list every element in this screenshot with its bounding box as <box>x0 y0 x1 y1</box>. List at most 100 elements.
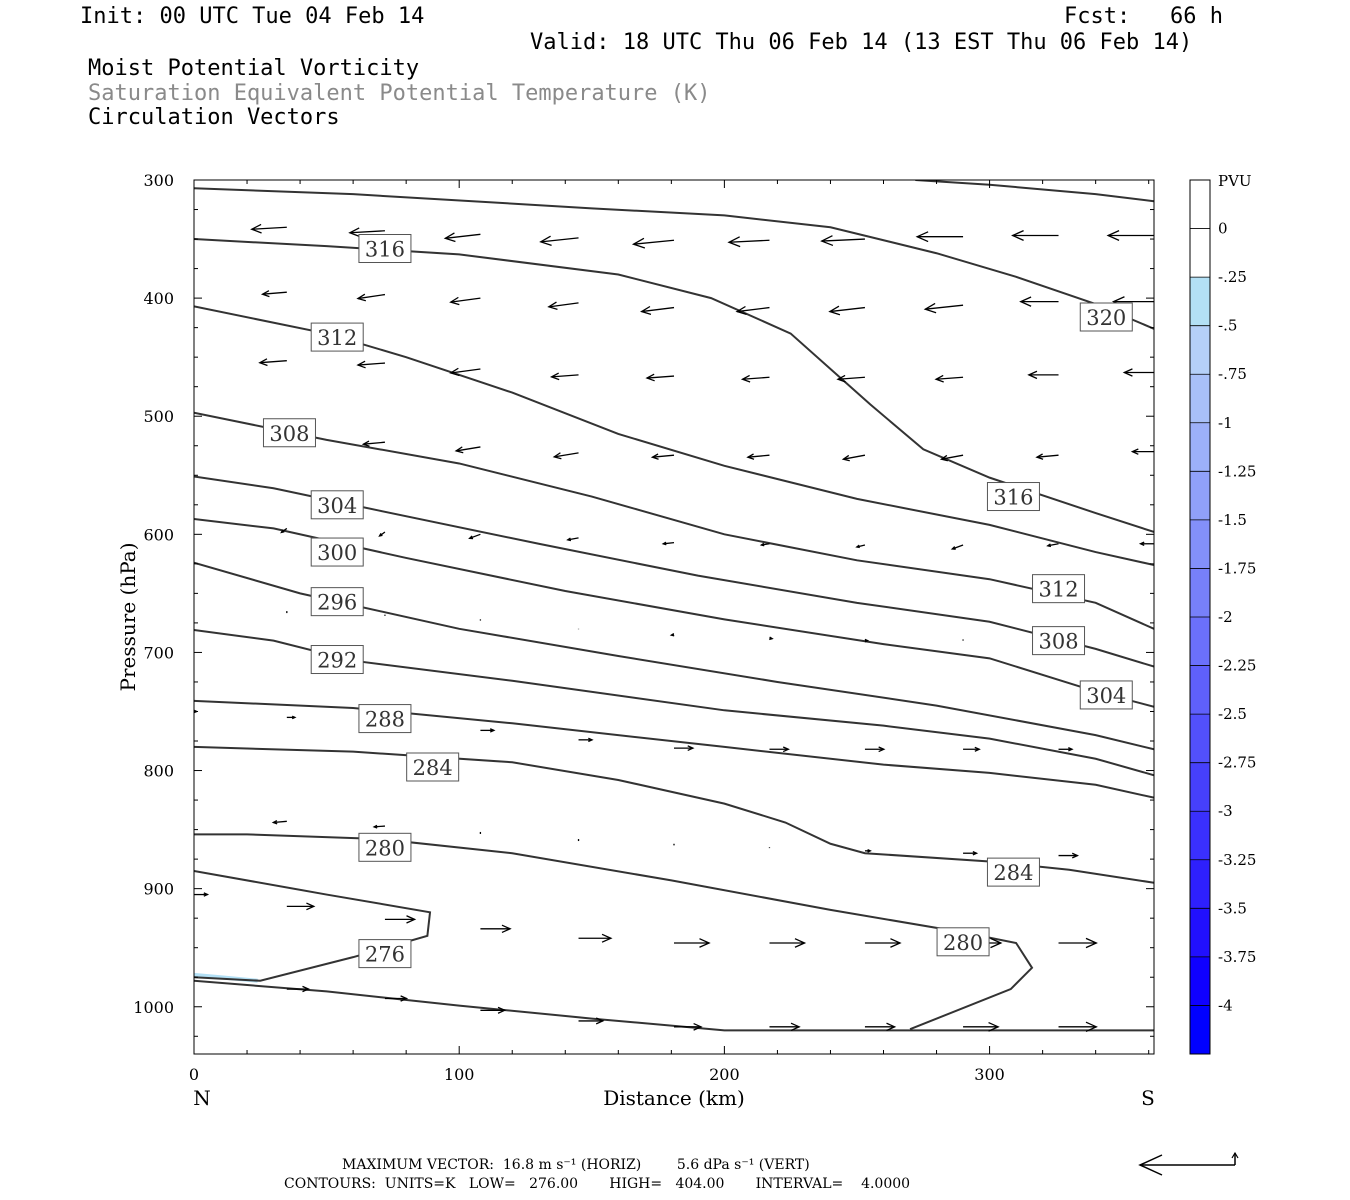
colorbar-swatch <box>1190 811 1210 860</box>
wind-vector <box>1058 747 1074 752</box>
wind-vector <box>286 715 297 720</box>
colorbar-swatch <box>1190 859 1210 909</box>
wind-vector <box>280 527 288 534</box>
wind-vector <box>286 902 316 911</box>
wind-vector <box>1027 370 1059 380</box>
wind-vector <box>480 924 512 934</box>
wind-vector <box>372 824 385 829</box>
colorbar-swatch <box>1190 228 1210 278</box>
wind-vector <box>443 232 481 243</box>
wind-vector <box>820 235 865 247</box>
wind-vector <box>669 632 675 637</box>
wind-vector <box>963 1021 1000 1032</box>
colorbar-swatch <box>1190 374 1210 423</box>
wind-vector <box>578 737 594 743</box>
wind-vector <box>674 1022 703 1031</box>
wind-vector <box>864 746 886 753</box>
wind-vector <box>950 544 964 550</box>
wind-vector <box>640 305 675 316</box>
colorbar-title: PVU <box>1218 172 1252 190</box>
colorbar-swatch <box>1190 519 1210 569</box>
colorbar-swatch <box>1190 762 1210 812</box>
contour-label: 300 <box>310 537 364 567</box>
wind-vector <box>769 746 790 753</box>
wind-vector <box>674 938 711 948</box>
wind-vector <box>454 446 481 454</box>
wind-vector <box>661 541 675 546</box>
contour-label-text: 308 <box>1038 630 1078 654</box>
colorbar: 0 -.25 -.5 -.75 -1 -1.25 -1.5 -1.75 -2 -2.25 -2.5 -… <box>1189 179 1256 1055</box>
colorbar-label: -3.25 <box>1218 851 1256 869</box>
contour-labels: 316 320 312 308 316 304 300 312 296 308 292 304 288 2… <box>262 234 1133 969</box>
wind-vector <box>864 1022 897 1032</box>
wind-vector <box>356 293 386 302</box>
wind-vector <box>735 305 770 316</box>
wind-vector <box>566 537 579 542</box>
y-tick-label: 700 <box>143 643 174 662</box>
y-tick-label: 800 <box>143 762 174 781</box>
contour-276 <box>194 869 432 982</box>
wind-vector <box>480 1006 507 1014</box>
wind-vector <box>250 223 287 234</box>
valid-time: Valid: 18 UTC Thu 06 Feb 14 (13 EST Thu … <box>530 30 1193 55</box>
contour-label-text: 280 <box>943 931 983 955</box>
wind-vector <box>1122 368 1154 377</box>
wind-vector <box>1019 296 1059 307</box>
contour-312 <box>194 305 1154 567</box>
wind-vector <box>449 296 481 306</box>
wind-vector <box>384 915 417 924</box>
contour-label: 280 <box>936 927 990 957</box>
y-tick-label: 300 <box>143 171 174 190</box>
contour-label-text: 300 <box>317 541 357 565</box>
contour-320 <box>194 187 1154 330</box>
colorbar-label: -3.5 <box>1218 899 1247 917</box>
contour-288 <box>194 699 1154 799</box>
wind-vector <box>468 533 481 540</box>
contour-label: 292 <box>310 645 364 675</box>
contour-label-text: 312 <box>317 326 357 350</box>
x-tick-label: 100 <box>444 1065 475 1084</box>
wind-vector <box>348 227 385 238</box>
wind-vector <box>963 850 979 856</box>
wind-vector <box>645 373 675 382</box>
colorbar-swatch <box>1190 180 1210 229</box>
title-vectors: Circulation Vectors <box>88 105 340 130</box>
contour-label-text: 308 <box>269 422 309 446</box>
wind-vector <box>384 995 409 1002</box>
wind-vector <box>547 301 579 310</box>
wind-vector <box>271 819 287 825</box>
contour-label-text: 312 <box>1038 578 1078 602</box>
wind-vector <box>923 302 964 314</box>
wind-vector <box>650 453 675 460</box>
colorbar-label: -4 <box>1218 996 1233 1014</box>
colorbar-label: -.25 <box>1218 268 1247 286</box>
contour-label-text: 292 <box>317 649 357 673</box>
contour-label: 308 <box>262 418 316 448</box>
contour-324 <box>915 180 1154 203</box>
wind-vector <box>578 1017 605 1025</box>
contour-label: 284 <box>986 857 1040 887</box>
colorbar-swatch <box>1190 617 1210 666</box>
contour-label: 312 <box>1032 574 1086 604</box>
surface-line <box>194 979 1154 1032</box>
colorbar-label: -1.75 <box>1218 559 1256 577</box>
contour-label-text: 284 <box>993 861 1033 885</box>
init-time: Init: 00 UTC Tue 04 Feb 14 <box>80 4 425 29</box>
colorbar-swatch <box>1190 277 1210 326</box>
colorbar-swatch <box>1190 956 1210 1006</box>
colorbar-label: -2.25 <box>1218 657 1256 675</box>
wind-vector <box>1058 1021 1098 1033</box>
contour-label-text: 276 <box>365 943 405 967</box>
wind-vector <box>746 453 770 460</box>
y-tick-label: 600 <box>143 525 174 544</box>
wind-vector <box>356 360 385 369</box>
x-axis-label: Distance (km) <box>603 1086 745 1110</box>
contour-label-text: 280 <box>365 836 405 860</box>
wind-vector <box>674 745 695 752</box>
forecast-hour: Fcst: 66 h <box>1064 4 1223 29</box>
colorbar-label: -1 <box>1218 414 1233 432</box>
colorbar-label: -3 <box>1218 802 1233 820</box>
wind-vector <box>1130 448 1154 455</box>
contour-label: 316 <box>986 482 1040 512</box>
